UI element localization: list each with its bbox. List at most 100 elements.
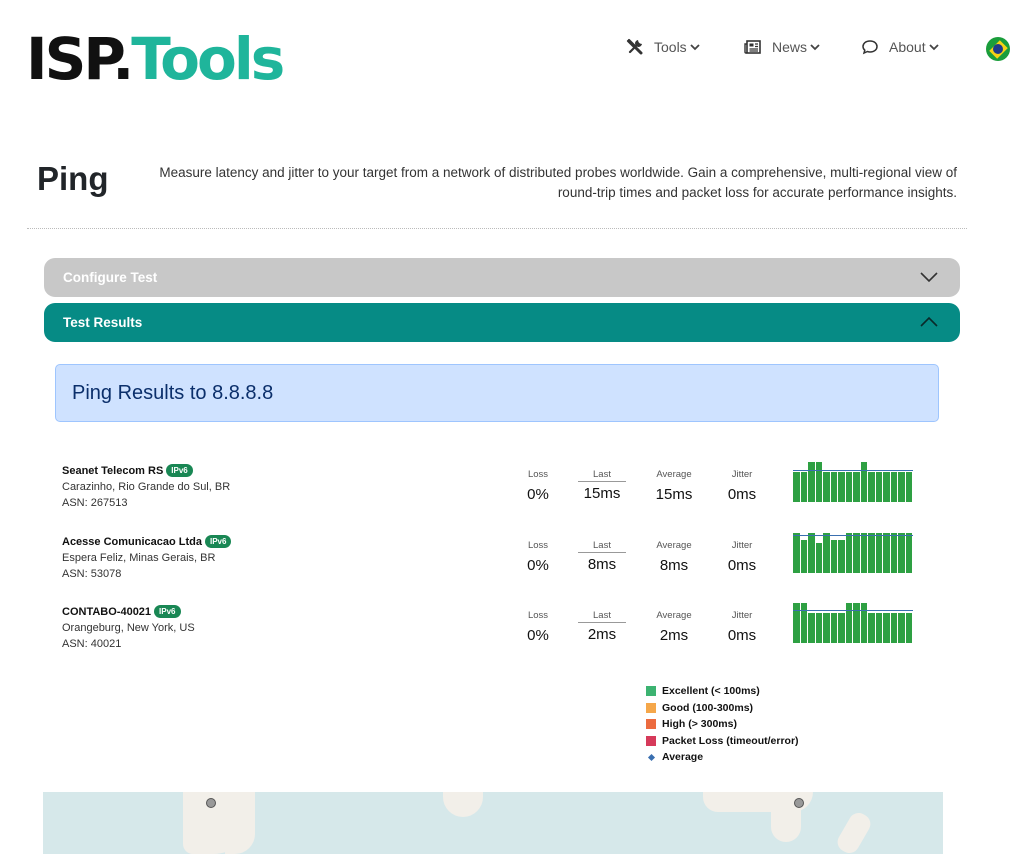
legend-item: Packet Loss (timeout/error) bbox=[646, 733, 799, 750]
map-land bbox=[833, 809, 875, 854]
brazil-flag-icon[interactable] bbox=[986, 37, 1010, 61]
sparkline-bar bbox=[853, 603, 860, 643]
sparkline-bar bbox=[845, 472, 852, 502]
stat-jitter: Jitter 0ms bbox=[712, 540, 772, 574]
sparkline-bar bbox=[815, 462, 822, 502]
results-heading-box: Ping Results to 8.8.8.8 bbox=[55, 364, 939, 422]
stat-loss: Loss 0% bbox=[508, 540, 568, 574]
sparkline-bar bbox=[898, 472, 905, 502]
stat-jitter-value: 0ms bbox=[727, 557, 757, 574]
test-results-label: Test Results bbox=[63, 315, 143, 330]
nav-tools-menu[interactable]: Tools bbox=[626, 38, 700, 56]
chevron-down-icon bbox=[928, 44, 939, 51]
flag-globe bbox=[993, 44, 1003, 54]
stat-last-value: 15ms bbox=[583, 485, 621, 502]
probe-name: Acesse Comunicacao Ltda IPv6 bbox=[62, 535, 232, 548]
nav-tools-label: Tools bbox=[654, 39, 687, 55]
stat-average: Average 2ms bbox=[644, 610, 704, 644]
stat-last: Last 2ms bbox=[572, 610, 632, 643]
configure-test-accordion[interactable]: Configure Test bbox=[44, 258, 960, 297]
sparkline-bar bbox=[898, 533, 905, 573]
sparkline-bar bbox=[860, 462, 867, 502]
stat-average: Average 15ms bbox=[644, 469, 704, 503]
probe-row: Acesse Comunicacao Ltda IPv6 Espera Feliz… bbox=[62, 533, 922, 595]
sparkline-bar bbox=[883, 533, 890, 573]
latency-sparkline[interactable] bbox=[793, 531, 913, 573]
sparkline-bar bbox=[808, 533, 815, 573]
ipv6-badge: IPv6 bbox=[154, 605, 181, 618]
stat-jitter-label: Jitter bbox=[731, 540, 753, 551]
sparkline-bar bbox=[890, 533, 897, 573]
probe-name: Seanet Telecom RS IPv6 bbox=[62, 464, 193, 477]
sparkline-bar bbox=[815, 543, 822, 573]
nav-news-menu[interactable]: News bbox=[744, 38, 820, 56]
probe-name: CONTABO-40021 IPv6 bbox=[62, 605, 181, 618]
sparkline-bar bbox=[830, 539, 837, 573]
stat-loss-value: 0% bbox=[527, 557, 549, 574]
sparkline-bar bbox=[800, 539, 807, 573]
stat-loss-value: 0% bbox=[527, 627, 549, 644]
sparkline-bar bbox=[838, 613, 845, 643]
sparkline-bar bbox=[875, 613, 882, 643]
sparkline-bar bbox=[890, 613, 897, 643]
stat-jitter-value: 0ms bbox=[727, 486, 757, 503]
sparkline-bar bbox=[845, 533, 852, 573]
legend-item: Good (100-300ms) bbox=[646, 700, 799, 717]
sparkline-bar bbox=[793, 533, 800, 573]
sparkline-bar bbox=[830, 472, 837, 502]
legend-label: Excellent (< 100ms) bbox=[662, 685, 760, 698]
sparkline-bar bbox=[883, 613, 890, 643]
logo-dot: . bbox=[112, 25, 134, 93]
stat-loss-label: Loss bbox=[527, 469, 549, 480]
stat-loss-label: Loss bbox=[527, 540, 549, 551]
sparkline-bar bbox=[823, 472, 830, 502]
latency-sparkline[interactable] bbox=[793, 601, 913, 643]
ipv6-badge: IPv6 bbox=[205, 535, 232, 548]
sparkline-bar bbox=[793, 603, 800, 643]
chevron-down-icon bbox=[920, 272, 938, 283]
latency-sparkline[interactable] bbox=[793, 460, 913, 502]
chevron-down-icon bbox=[810, 44, 820, 51]
map-land bbox=[225, 792, 255, 854]
sparkline-average-line bbox=[793, 609, 913, 611]
nav-about-menu[interactable]: About bbox=[861, 38, 939, 56]
probe-asn: ASN: 40021 bbox=[62, 638, 122, 650]
map-probe-marker[interactable] bbox=[206, 798, 216, 808]
sparkline-bar bbox=[868, 613, 875, 643]
stat-jitter-value: 0ms bbox=[727, 627, 757, 644]
sparkline-bar bbox=[793, 472, 800, 502]
test-results-accordion[interactable]: Test Results bbox=[44, 303, 960, 342]
stat-average-value: 8ms bbox=[659, 557, 689, 574]
probe-location: Espera Feliz, Minas Gerais, BR bbox=[62, 552, 216, 564]
probe-location: Carazinho, Rio Grande do Sul, BR bbox=[62, 481, 231, 493]
sparkline-bar bbox=[823, 533, 830, 573]
sparkline-bar bbox=[905, 613, 912, 643]
probe-name-text: Seanet Telecom RS bbox=[62, 464, 164, 477]
stat-last-value: 8ms bbox=[587, 556, 617, 573]
stat-jitter-label: Jitter bbox=[731, 469, 753, 480]
sparkline-bar bbox=[853, 472, 860, 502]
sparkline-bar bbox=[905, 533, 912, 573]
newspaper-icon bbox=[744, 38, 762, 56]
isp-tools-logo[interactable]: ISP.Tools bbox=[26, 30, 285, 88]
divider bbox=[27, 228, 967, 229]
probe-asn: ASN: 267513 bbox=[62, 497, 128, 509]
legend-swatch bbox=[646, 735, 656, 746]
stat-last-label: Last bbox=[578, 610, 626, 623]
nav-about-label: About bbox=[889, 39, 926, 55]
sparkline-bar bbox=[830, 613, 837, 643]
probe-map[interactable] bbox=[43, 792, 943, 854]
stat-last-value: 2ms bbox=[587, 626, 617, 643]
legend-swatch bbox=[646, 686, 656, 697]
stat-loss: Loss 0% bbox=[508, 469, 568, 503]
logo-isp-text: ISP bbox=[26, 25, 115, 93]
page-title: Ping bbox=[37, 160, 109, 197]
stat-average-label: Average bbox=[656, 610, 692, 621]
map-probe-marker[interactable] bbox=[794, 798, 804, 808]
sparkline-bar bbox=[808, 613, 815, 643]
sparkline-bar bbox=[800, 603, 807, 643]
sparkline-bar bbox=[838, 472, 845, 502]
configure-test-label: Configure Test bbox=[63, 270, 158, 285]
probe-row: Seanet Telecom RS IPv6 Carazinho, Rio Gra… bbox=[62, 462, 922, 524]
legend-average-marker bbox=[647, 753, 656, 761]
